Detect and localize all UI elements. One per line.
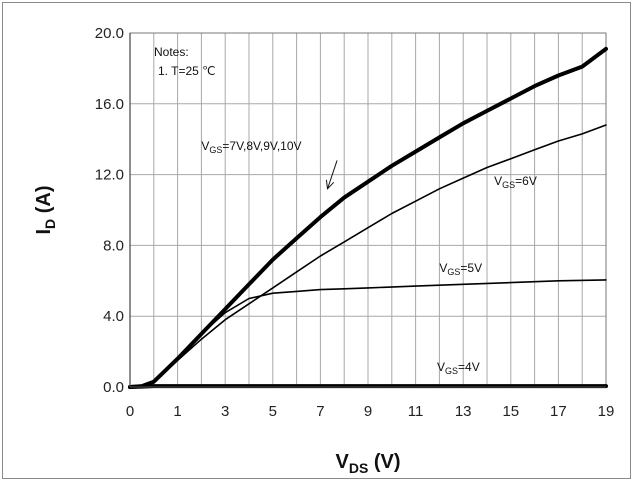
series-label-rest: =6V bbox=[515, 174, 537, 188]
x-axis-title-main: V bbox=[335, 451, 349, 473]
y-tick-label: 8.0 bbox=[103, 237, 124, 254]
notes-box: Notes: 1. T=25 ℃ bbox=[154, 45, 216, 78]
note-line: 1. T=25 ℃ bbox=[158, 64, 216, 78]
x-tick-label: 7 bbox=[316, 403, 324, 420]
grid bbox=[130, 33, 606, 387]
note-line: Notes: bbox=[154, 45, 189, 59]
y-axis-title-sub: D bbox=[42, 219, 58, 229]
annotation-arrow-line bbox=[327, 160, 338, 189]
series-line-2 bbox=[129, 124, 607, 388]
series-label-rest: =7V,8V,9V,10V bbox=[222, 139, 301, 153]
series-label: VGS=4V bbox=[437, 360, 480, 376]
series-label: VGS=6V bbox=[494, 174, 537, 190]
series-label-sub: GS bbox=[447, 267, 460, 277]
annotation-arrow-head bbox=[325, 179, 335, 190]
x-axis-title-unit: (V) bbox=[368, 451, 400, 473]
y-tick-label: 0.0 bbox=[103, 379, 124, 396]
series-label-rest: =4V bbox=[458, 360, 480, 374]
chart-frame bbox=[2, 2, 631, 479]
y-tick-label: 12.0 bbox=[95, 167, 124, 184]
series-line-3 bbox=[129, 279, 607, 388]
series-label-main: V bbox=[437, 360, 445, 374]
series-label: VGS=5V bbox=[439, 261, 482, 277]
x-tick-label: 13 bbox=[455, 403, 472, 420]
x-tick-label: 17 bbox=[550, 403, 567, 420]
x-tick-label: 11 bbox=[408, 403, 424, 420]
series-label-sub: GS bbox=[445, 366, 458, 376]
x-tick-label: 0 bbox=[126, 403, 134, 420]
series-label-rest: =5V bbox=[460, 261, 482, 275]
tick-labels: 0.04.08.012.016.020.00 1 3 5 7 9 11 13 15 17 19 bbox=[95, 25, 615, 420]
x-tick-label: 3 bbox=[221, 403, 229, 420]
series-label: VGS=7V,8V,9V,10V bbox=[201, 139, 301, 155]
x-axis-title-sub: DS bbox=[349, 460, 368, 476]
y-axis-title: ID (A) bbox=[33, 185, 58, 234]
series-label-main: V bbox=[494, 174, 502, 188]
y-tick-label: 4.0 bbox=[103, 308, 124, 325]
axes bbox=[129, 33, 606, 388]
x-tick-label: 19 bbox=[598, 403, 615, 420]
series-label-main: V bbox=[201, 139, 209, 153]
x-tick-label: 15 bbox=[502, 403, 519, 420]
series-label-sub: GS bbox=[502, 180, 515, 190]
series-label-sub: GS bbox=[209, 145, 222, 155]
x-tick-label: 5 bbox=[269, 403, 277, 420]
y-tick-label: 20.0 bbox=[95, 25, 124, 42]
x-axis-title: VDS (V) bbox=[335, 451, 400, 476]
x-tick-label: 9 bbox=[364, 403, 372, 420]
y-axis-title-main: I bbox=[33, 229, 55, 235]
x-tick-label: 1 bbox=[173, 403, 181, 420]
y-axis-title-unit: (A) bbox=[33, 185, 55, 218]
series-label-main: V bbox=[439, 261, 447, 275]
series-layer bbox=[128, 46, 608, 389]
y-tick-label: 16.0 bbox=[95, 96, 124, 113]
